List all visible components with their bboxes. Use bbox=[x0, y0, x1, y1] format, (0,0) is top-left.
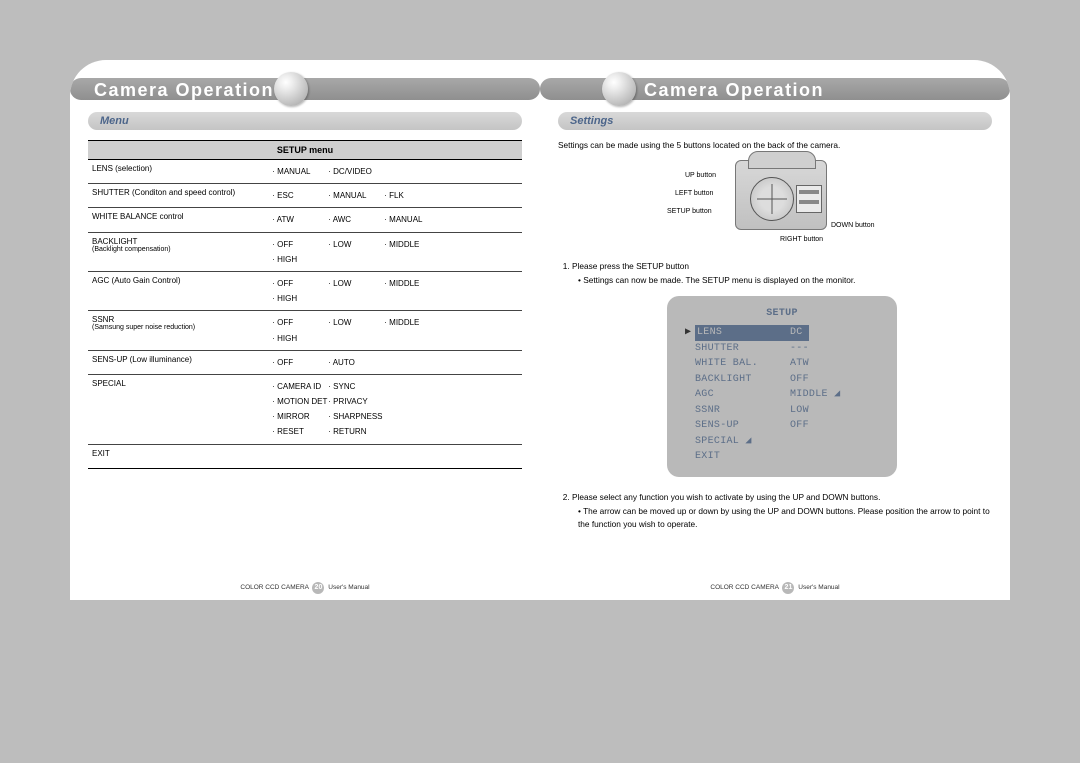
label-left: LEFT button bbox=[675, 190, 713, 197]
page-footer: COLOR CCD CAMERA 20 User's Manual bbox=[70, 582, 540, 594]
footer-post: User's Manual bbox=[328, 584, 369, 591]
intro-text: Settings can be made using the 5 buttons… bbox=[558, 140, 992, 152]
step-1: Please press the SETUP button Settings c… bbox=[572, 260, 992, 477]
section-label: Settings bbox=[570, 115, 613, 127]
row-name: LENS (selection) bbox=[88, 160, 270, 184]
header-ornament-circle bbox=[602, 72, 636, 106]
row-options: · OFF· LOW· MIDDLE· HIGH bbox=[270, 311, 522, 350]
step-text: Please press the SETUP button bbox=[572, 261, 689, 271]
table-row: SSNR(Samsung super noise reduction)· OFF… bbox=[88, 311, 522, 350]
footer-pre: COLOR CCD CAMERA bbox=[240, 584, 308, 591]
table-row: WHITE BALANCE control· ATW· AWC· MANUAL bbox=[88, 208, 522, 232]
page-right: Camera Operation Settings Settings can b… bbox=[540, 60, 1010, 600]
device-body bbox=[735, 160, 827, 230]
osd-row: SPECIAL ◢ bbox=[685, 434, 879, 450]
footer-pre: COLOR CCD CAMERA bbox=[710, 584, 778, 591]
label-up: UP button bbox=[685, 172, 716, 179]
ports-icon bbox=[796, 185, 822, 213]
row-options: · OFF· AUTO bbox=[270, 350, 522, 374]
osd-row: SHUTTER--- bbox=[685, 341, 879, 357]
osd-row: ▶LENSDC bbox=[685, 325, 879, 341]
setup-menu-table: SETUP menu LENS (selection)· MANUAL· DC/… bbox=[88, 140, 522, 469]
row-options: · CAMERA ID· SYNC· MOTION DET· PRIVACY· … bbox=[270, 374, 522, 444]
row-options: · OFF· LOW· MIDDLE· HIGH bbox=[270, 271, 522, 310]
section-heading: Menu bbox=[88, 112, 522, 130]
step-sub: Settings can now be made. The SETUP menu… bbox=[578, 274, 992, 286]
header-ornament-circle bbox=[274, 72, 308, 106]
table-title: SETUP menu bbox=[88, 141, 522, 160]
table-row: AGC (Auto Gain Control)· OFF· LOW· MIDDL… bbox=[88, 271, 522, 310]
label-setup: SETUP button bbox=[667, 208, 712, 215]
label-right: RIGHT button bbox=[780, 236, 823, 243]
row-name: AGC (Auto Gain Control) bbox=[88, 271, 270, 310]
dpad-icon bbox=[750, 177, 794, 221]
device-top bbox=[748, 151, 816, 169]
osd-row: EXIT bbox=[685, 449, 879, 465]
page-title: Camera Operation bbox=[644, 80, 824, 101]
osd-row: BACKLIGHTOFF bbox=[685, 372, 879, 388]
table-row: BACKLIGHT(Backlight compensation)· OFF· … bbox=[88, 232, 522, 271]
footer-post: User's Manual bbox=[798, 584, 839, 591]
table-row: EXIT bbox=[88, 444, 522, 468]
header: Camera Operation bbox=[88, 60, 522, 102]
row-name: BACKLIGHT(Backlight compensation) bbox=[88, 232, 270, 271]
row-options: · OFF· LOW· MIDDLE· HIGH bbox=[270, 232, 522, 271]
row-name: SENS-UP (Low illuminance) bbox=[88, 350, 270, 374]
row-name: SPECIAL bbox=[88, 374, 270, 444]
table-row: SENS-UP (Low illuminance)· OFF· AUTO bbox=[88, 350, 522, 374]
section-label: Menu bbox=[100, 115, 129, 127]
table-row: SPECIAL· CAMERA ID· SYNC· MOTION DET· PR… bbox=[88, 374, 522, 444]
row-name: WHITE BALANCE control bbox=[88, 208, 270, 232]
row-name: SSNR(Samsung super noise reduction) bbox=[88, 311, 270, 350]
osd-row: SSNRLOW bbox=[685, 403, 879, 419]
osd-row: WHITE BAL.ATW bbox=[685, 356, 879, 372]
row-options: · ESC· MANUAL· FLK bbox=[270, 184, 522, 208]
label-down: DOWN button bbox=[831, 222, 875, 229]
step-2: Please select any function you wish to a… bbox=[572, 491, 992, 530]
page-number: 21 bbox=[782, 582, 794, 594]
step-text: Please select any function you wish to a… bbox=[572, 492, 880, 502]
row-options: · MANUAL· DC/VIDEO bbox=[270, 160, 522, 184]
table-row: SHUTTER (Conditon and speed control)· ES… bbox=[88, 184, 522, 208]
page-number: 20 bbox=[312, 582, 324, 594]
osd-title: SETUP bbox=[685, 306, 879, 321]
row-name: SHUTTER (Conditon and speed control) bbox=[88, 184, 270, 208]
camera-back-diagram: UP button LEFT button SETUP button RIGHT… bbox=[645, 160, 905, 246]
page-title: Camera Operation bbox=[94, 80, 274, 101]
table-row: LENS (selection)· MANUAL· DC/VIDEO bbox=[88, 160, 522, 184]
manual-spread: Camera Operation Menu SETUP menu LENS (s… bbox=[0, 0, 1080, 763]
row-options: · ATW· AWC· MANUAL bbox=[270, 208, 522, 232]
header: Camera Operation bbox=[558, 60, 992, 102]
page-left: Camera Operation Menu SETUP menu LENS (s… bbox=[70, 60, 540, 600]
step-sub: The arrow can be moved up or down by usi… bbox=[578, 505, 992, 530]
row-name: EXIT bbox=[88, 444, 270, 468]
osd-row: SENS-UPOFF bbox=[685, 418, 879, 434]
section-heading: Settings bbox=[558, 112, 992, 130]
page-footer: COLOR CCD CAMERA 21 User's Manual bbox=[540, 582, 1010, 594]
osd-row: AGCMIDDLE ◢ bbox=[685, 387, 879, 403]
row-options bbox=[270, 444, 522, 468]
osd-screen: SETUP ▶LENSDCSHUTTER---WHITE BAL.ATWBACK… bbox=[667, 296, 897, 477]
steps-list: Please press the SETUP button Settings c… bbox=[558, 260, 992, 531]
